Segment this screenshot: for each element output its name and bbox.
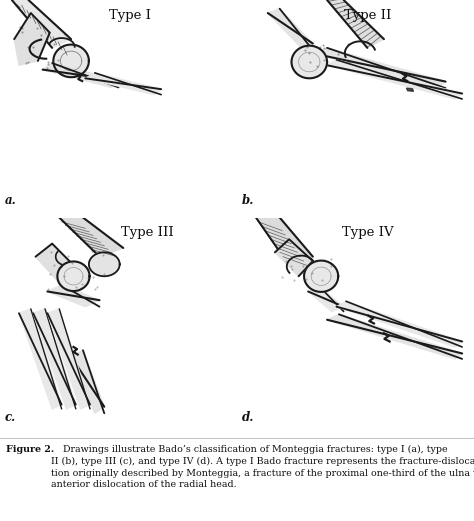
Text: d.: d. (242, 411, 254, 424)
Polygon shape (19, 309, 62, 409)
Polygon shape (54, 45, 89, 77)
Polygon shape (85, 73, 161, 95)
Text: Type III: Type III (120, 226, 173, 239)
Polygon shape (275, 239, 313, 276)
Polygon shape (304, 260, 338, 292)
Polygon shape (337, 301, 462, 347)
Polygon shape (47, 285, 100, 307)
Polygon shape (89, 252, 119, 276)
Text: Type IV: Type IV (342, 226, 393, 239)
Text: c.: c. (5, 411, 16, 424)
Polygon shape (47, 309, 90, 409)
Polygon shape (406, 88, 413, 91)
Polygon shape (59, 218, 123, 257)
Text: Figure 2.: Figure 2. (6, 445, 54, 454)
Text: Type II: Type II (344, 9, 391, 22)
Polygon shape (292, 46, 327, 78)
Polygon shape (36, 244, 76, 283)
Polygon shape (33, 309, 76, 409)
Polygon shape (12, 0, 71, 48)
Polygon shape (308, 287, 344, 312)
Polygon shape (71, 350, 104, 413)
Polygon shape (14, 13, 50, 65)
Text: Drawings illustrate Bado’s classification of Monteggia fractures: type I (a), ty: Drawings illustrate Bado’s classificatio… (51, 445, 474, 489)
Text: b.: b. (242, 194, 254, 207)
Polygon shape (327, 60, 462, 99)
Polygon shape (57, 262, 90, 291)
Text: Type I: Type I (109, 9, 151, 22)
Polygon shape (327, 314, 462, 359)
Text: a.: a. (5, 194, 17, 207)
Polygon shape (256, 218, 313, 265)
Polygon shape (268, 9, 313, 50)
Polygon shape (318, 48, 446, 88)
Polygon shape (43, 63, 118, 88)
Polygon shape (327, 0, 384, 48)
